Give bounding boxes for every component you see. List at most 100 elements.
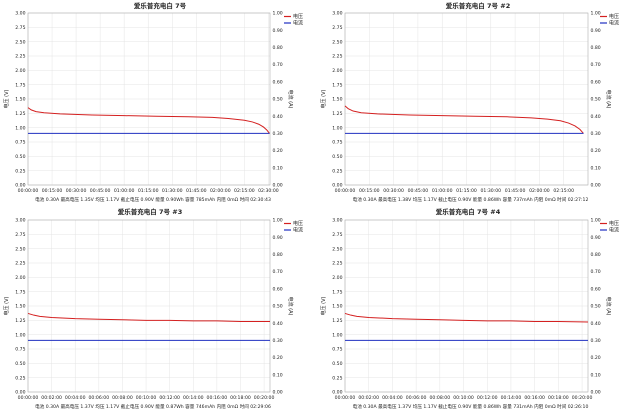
- x-tick-label: 02:15:00: [553, 188, 574, 194]
- x-tick-label: 02:15:00: [234, 188, 255, 194]
- legend-item: 电流: [293, 20, 303, 27]
- y-right-tick-label: 0.90: [591, 235, 601, 241]
- y-right-tick-label: 0.20: [591, 148, 601, 154]
- x-tick-label: 00:04:00: [382, 395, 403, 401]
- y-left-tick-label: 2.00: [15, 68, 25, 74]
- x-tick-label: 01:00:00: [114, 188, 135, 194]
- y-right-tick-label: 0.50: [591, 304, 601, 310]
- x-tick-label: 00:02:00: [41, 395, 62, 401]
- y-left-tick-label: 0.00: [332, 390, 342, 396]
- x-tick-label: 00:00:00: [335, 395, 356, 401]
- y-left-tick-label: 3.00: [15, 11, 25, 17]
- y-right-tick-label: 0.50: [273, 304, 283, 310]
- x-tick-label: 00:14:00: [183, 395, 204, 401]
- y-axis-label-right: 电流 (A): [287, 297, 294, 316]
- x-tick-label: 00:10:00: [453, 395, 474, 401]
- y-left-tick-label: 2.00: [15, 275, 25, 281]
- y-left-tick-label: 2.50: [15, 39, 25, 45]
- y-right-tick-label: 0.30: [591, 131, 601, 137]
- y-right-tick-label: 0.00: [591, 183, 601, 189]
- x-tick-label: 02:30:00: [258, 188, 279, 194]
- legend-item: 电流: [293, 227, 303, 234]
- y-left-tick-label: 0.50: [15, 154, 25, 160]
- y-right-tick-label: 0.80: [273, 252, 283, 258]
- y-right-tick-label: 0.70: [273, 62, 283, 68]
- y-right-tick-label: 0.60: [273, 286, 283, 292]
- y-left-tick-label: 3.00: [332, 11, 342, 17]
- x-tick-label: 00:04:00: [65, 395, 86, 401]
- y-left-tick-label: 1.00: [332, 125, 342, 131]
- x-tick-label: 00:20:00: [572, 395, 593, 401]
- x-tick-label: 00:45:00: [408, 188, 429, 194]
- y-right-tick-label: 0.30: [273, 131, 283, 137]
- y-left-tick-label: 2.00: [332, 275, 342, 281]
- y-axis-label-right: 电流 (A): [605, 297, 612, 316]
- y-right-tick-label: 0.00: [273, 183, 283, 189]
- y-left-tick-label: 2.50: [332, 246, 342, 252]
- y-right-tick-label: 0.70: [591, 269, 601, 275]
- x-tick-label: 00:45:00: [90, 188, 111, 194]
- y-right-tick-label: 0.80: [591, 252, 601, 258]
- stats-summary: 电池 0.30A 最高电压 1.37V 均压 1.17V 截止电压 0.90V …: [35, 403, 271, 410]
- x-tick-label: 01:30:00: [162, 188, 183, 194]
- stats-summary: 电池 0.30A 最高电压 1.35V 均压 1.17V 截止电压 0.90V …: [35, 196, 271, 203]
- y-right-tick-label: 1.00: [273, 218, 283, 224]
- y-left-tick-label: 2.50: [332, 39, 342, 45]
- plot-frame: [344, 12, 589, 186]
- y-axis-label-left: 电压 (V): [320, 90, 327, 109]
- x-tick-label: 00:06:00: [89, 395, 110, 401]
- x-tick-label: 00:18:00: [548, 395, 569, 401]
- y-left-tick-label: 0.75: [15, 140, 25, 146]
- x-tick-label: 00:16:00: [524, 395, 545, 401]
- y-right-tick-label: 0.30: [273, 338, 283, 344]
- y-right-tick-label: 0.30: [591, 338, 601, 344]
- y-left-tick-label: 2.25: [332, 261, 342, 267]
- y-left-tick-label: 1.25: [332, 111, 342, 117]
- y-right-tick-label: 0.40: [591, 114, 601, 120]
- legend-item: 电压: [609, 220, 619, 227]
- y-left-tick-label: 1.00: [332, 332, 342, 338]
- y-left-tick-label: 0.00: [15, 183, 25, 189]
- stats-summary: 电池 0.30A 最高电压 1.37V 均压 1.17V 截止电压 0.90V …: [353, 403, 589, 410]
- x-tick-label: 01:15:00: [138, 188, 159, 194]
- y-left-tick-label: 0.00: [332, 183, 342, 189]
- y-left-tick-label: 1.75: [332, 82, 342, 88]
- x-tick-label: 01:30:00: [480, 188, 501, 194]
- x-tick-label: 00:20:00: [254, 395, 275, 401]
- x-tick-label: 00:10:00: [136, 395, 157, 401]
- chart-panel-1: 0.00 0.25 0.50 0.75 1.00 1.25 1.50 1.75 2.00 2.25…: [3, 1, 303, 203]
- x-tick-label: 00:15:00: [359, 188, 380, 194]
- y-left-tick-label: 0.25: [15, 168, 25, 174]
- x-tick-label: 02:00:00: [210, 188, 231, 194]
- legend-item: 电压: [293, 220, 303, 227]
- x-tick-label: 00:12:00: [159, 395, 180, 401]
- x-tick-label: 02:00:00: [529, 188, 550, 194]
- y-left-tick-label: 0.50: [332, 361, 342, 367]
- y-right-tick-label: 0.60: [591, 79, 601, 85]
- y-right-tick-label: 0.90: [273, 235, 283, 241]
- y-left-tick-label: 3.00: [15, 218, 25, 224]
- y-right-tick-label: 0.60: [591, 286, 601, 292]
- y-right-tick-label: 0.20: [273, 148, 283, 154]
- y-right-tick-label: 0.80: [273, 45, 283, 51]
- y-left-tick-label: 2.75: [15, 232, 25, 238]
- stats-summary: 电池 0.30A 最高电压 1.38V 均压 1.17V 截止电压 0.90V …: [353, 196, 589, 203]
- y-right-tick-label: 0.40: [273, 321, 283, 327]
- x-tick-label: 01:00:00: [432, 188, 453, 194]
- series-line-voltage: [27, 312, 270, 322]
- x-tick-label: 01:45:00: [186, 188, 207, 194]
- y-left-tick-label: 0.00: [15, 390, 25, 396]
- y-right-tick-label: 0.10: [591, 372, 601, 378]
- x-tick-label: 01:45:00: [505, 188, 526, 194]
- x-tick-label: 00:18:00: [230, 395, 251, 401]
- y-right-tick-label: 0.80: [591, 45, 601, 51]
- y-left-tick-label: 1.50: [15, 304, 25, 310]
- y-right-tick-label: 0.90: [591, 28, 601, 34]
- y-right-tick-label: 1.00: [591, 11, 601, 17]
- y-right-tick-label: 1.00: [591, 218, 601, 224]
- y-right-tick-label: 0.40: [273, 114, 283, 120]
- y-left-tick-label: 1.00: [15, 125, 25, 131]
- y-axis-label-right: 电流 (A): [605, 90, 612, 109]
- y-left-tick-label: 1.50: [332, 304, 342, 310]
- x-tick-label: 00:14:00: [501, 395, 522, 401]
